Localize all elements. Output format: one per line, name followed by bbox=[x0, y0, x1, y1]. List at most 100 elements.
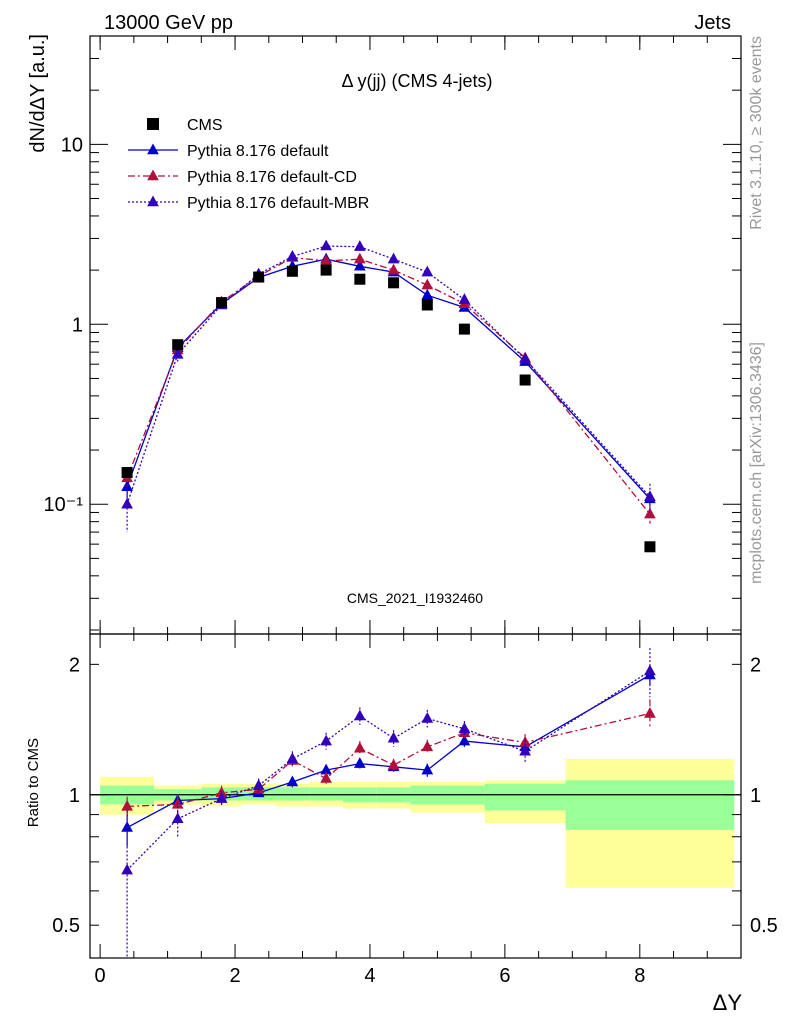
ratio-marker bbox=[421, 763, 434, 775]
ratio-axes: 0.5 0.5 1 1 2 2 0 2 4 6 8 bbox=[52, 633, 778, 987]
mcplots-reference-label: mcplots.cern.ch [arXiv:1306.3436] bbox=[748, 342, 765, 584]
legend-entry: Pythia 8.176 default-MBR bbox=[128, 195, 369, 212]
uncertainty-band-inner bbox=[484, 783, 566, 811]
ratio-y-tick-label: 0.5 bbox=[52, 915, 80, 937]
legend-label: Pythia 8.176 default-CD bbox=[187, 169, 357, 186]
main-marker bbox=[458, 293, 471, 304]
plot-title: Δ y(jj) (CMS 4-jets) bbox=[341, 71, 492, 91]
ratio-marker bbox=[286, 752, 299, 764]
ratio-marker bbox=[353, 757, 366, 768]
x-tick-label: 0 bbox=[95, 965, 106, 987]
ratio-series-pythia-8-176-default-mbr bbox=[121, 648, 656, 958]
legend-entry: Pythia 8.176 default-CD bbox=[128, 169, 357, 186]
main-line bbox=[126, 256, 651, 515]
ratio-y-tick-label-right: 2 bbox=[750, 654, 761, 676]
ratio-marker bbox=[387, 758, 400, 770]
ratio-marker bbox=[353, 709, 366, 721]
main-cms-point bbox=[388, 277, 400, 289]
main-marker bbox=[644, 490, 656, 501]
main-marker bbox=[353, 252, 366, 264]
ratio-marker bbox=[644, 707, 656, 718]
ratio-line bbox=[126, 674, 651, 829]
ratio-marker bbox=[387, 731, 400, 743]
main-cms-point bbox=[286, 265, 298, 277]
main-marker bbox=[387, 263, 400, 275]
main-cms-point bbox=[458, 323, 470, 335]
ratio-marker bbox=[121, 821, 133, 832]
x-tick-label: 8 bbox=[634, 965, 645, 987]
main-cms-point bbox=[253, 271, 265, 283]
y-axis-label-ratio: Ratio to CMS bbox=[25, 738, 42, 827]
main-marker bbox=[644, 507, 656, 519]
main-y-tick-label: 10 bbox=[61, 134, 83, 156]
main-plot-content bbox=[121, 239, 656, 553]
legend-entry: Pythia 8.176 default bbox=[128, 143, 329, 160]
main-series-cms bbox=[121, 264, 656, 553]
main-cms-point bbox=[320, 264, 332, 276]
legend: CMS Pythia 8.176 default Pythia 8.176 defa… bbox=[128, 117, 369, 212]
uncertainty-band-inner bbox=[309, 787, 343, 801]
ratio-y-tick-label: 2 bbox=[69, 654, 80, 676]
legend-label: Pythia 8.176 default-MBR bbox=[187, 195, 369, 212]
ratio-y-tick-label-right: 1 bbox=[750, 785, 761, 807]
ratio-marker bbox=[286, 775, 299, 787]
main-cms-point bbox=[121, 467, 133, 479]
main-marker bbox=[353, 259, 366, 271]
main-line bbox=[126, 258, 651, 500]
main-marker bbox=[519, 352, 531, 364]
main-cms-point bbox=[519, 374, 531, 386]
main-cms-point bbox=[172, 339, 184, 351]
ratio-marker bbox=[458, 722, 471, 734]
ratio-marker bbox=[421, 711, 434, 723]
main-y-tick-label: 10⁻¹ bbox=[44, 494, 84, 516]
ratio-marker bbox=[320, 734, 332, 746]
ratio-marker bbox=[458, 734, 471, 746]
legend-label: Pythia 8.176 default bbox=[187, 143, 329, 160]
ratio-marker bbox=[320, 772, 332, 783]
main-series-pythia-8-176-default bbox=[121, 252, 656, 507]
main-line bbox=[126, 245, 651, 505]
analysis-watermark: CMS_2021_I1932460 bbox=[347, 590, 483, 606]
main-marker bbox=[171, 347, 184, 359]
main-marker bbox=[320, 254, 332, 266]
main-cms-point bbox=[354, 273, 366, 285]
x-axis-label: ΔY bbox=[713, 990, 743, 1015]
ratio-frame bbox=[89, 633, 742, 959]
main-marker bbox=[286, 250, 299, 261]
main-cms-point bbox=[644, 541, 656, 553]
ratio-plot-content bbox=[90, 648, 741, 958]
legend-swatch bbox=[147, 118, 159, 130]
ratio-marker bbox=[121, 799, 133, 811]
rivet-version-label: Rivet 3.1.10, ≥ 300k events bbox=[748, 36, 765, 230]
main-marker bbox=[121, 497, 133, 509]
main-marker bbox=[421, 278, 434, 290]
ratio-marker bbox=[215, 792, 228, 803]
legend-swatch-marker bbox=[147, 143, 159, 155]
x-tick-label: 2 bbox=[229, 965, 240, 987]
main-marker bbox=[421, 265, 434, 277]
main-y-tick-label: 1 bbox=[72, 314, 83, 336]
ratio-marker bbox=[519, 744, 531, 756]
ratio-marker bbox=[320, 763, 332, 775]
main-panel: 10⁻¹ 1 10 Δ y(jj) (CMS 4-jets) CMS_2021_I1… bbox=[27, 34, 742, 635]
main-cms-point bbox=[421, 299, 433, 311]
ratio-marker bbox=[121, 863, 133, 875]
uncertainty-band-inner bbox=[275, 787, 310, 801]
main-marker bbox=[353, 240, 366, 251]
legend-swatch-marker bbox=[147, 195, 159, 207]
main-marker bbox=[387, 252, 400, 264]
ratio-y-tick-label-right: 0.5 bbox=[750, 915, 778, 937]
legend-label: CMS bbox=[187, 117, 223, 134]
ratio-panel: 0.5 0.5 1 1 2 2 0 2 4 6 8 Ratio to CMS ΔY bbox=[25, 633, 778, 1015]
main-series-pythia-8-176-default-cd bbox=[121, 251, 656, 524]
uncertainty-band-inner bbox=[565, 780, 735, 830]
ratio-marker bbox=[252, 779, 265, 790]
legend-swatch-marker bbox=[147, 169, 159, 181]
ratio-line bbox=[126, 670, 651, 871]
header-process: 13000 GeV pp bbox=[104, 12, 233, 34]
x-tick-label: 4 bbox=[364, 965, 375, 987]
x-tick-label: 6 bbox=[499, 965, 510, 987]
legend-entry: CMS bbox=[147, 117, 223, 134]
ratio-marker bbox=[353, 741, 366, 753]
